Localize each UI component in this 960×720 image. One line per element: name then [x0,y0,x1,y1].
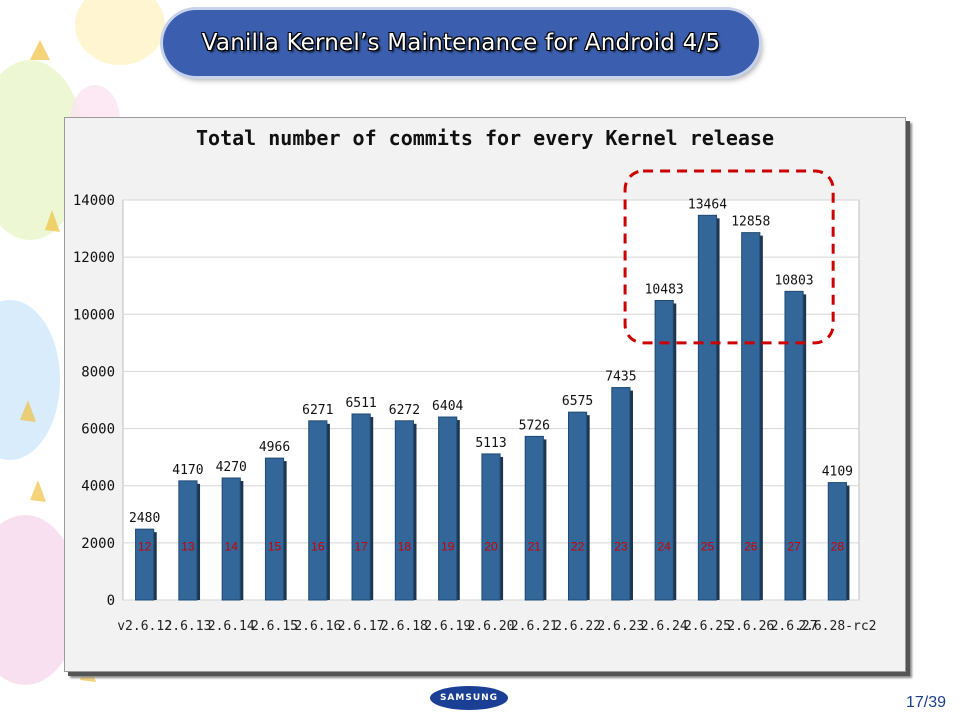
version-overlay-label: 21 [528,540,542,554]
bar-value-label: 4270 [216,460,247,475]
bar-value-label: 13464 [688,197,727,212]
bar [221,477,241,601]
x-tick-label: 2.6.23 [597,619,644,634]
bar-value-label: 5726 [519,418,550,433]
commits-bar-chart: 0 2000 4000 6000 8000 10000 12000 14000 2480 v2.6… [73,169,876,634]
bar [178,480,198,601]
bar [741,232,761,601]
bar-value-label: 12858 [731,215,770,230]
bar [264,457,285,601]
version-overlay-label: 14 [225,540,239,554]
bar [524,435,544,601]
bar-value-label: 5113 [475,436,506,451]
y-tick-label: 12000 [73,250,115,266]
y-tick-label: 14000 [73,193,115,209]
x-tick-label: 2.6.22 [554,619,601,634]
chart-frame: Total number of commits for every Kernel… [64,117,906,672]
bar-value-label: 6575 [562,394,593,409]
y-tick-label: 0 [107,593,115,609]
version-overlay-label: 19 [441,540,455,554]
x-tick-label: 2.6.18 [381,619,428,634]
x-tick-label: 2.6.14 [208,619,255,634]
bar-value-label: 6272 [389,403,420,418]
version-overlay-label: 18 [398,540,412,554]
x-tick-label: 2.6.19 [424,619,471,634]
chart-title: Total number of commits for every Kernel… [196,126,774,150]
samsung-logo: SAMSUNG [430,686,508,710]
x-tick-label: 2.6.26 [727,619,774,634]
bar-value-label: 6404 [432,399,463,414]
bar [697,214,718,601]
bar [308,420,328,601]
version-overlay-label: 13 [181,540,195,554]
bar [567,411,588,601]
version-overlay-label: 25 [701,540,715,554]
x-tick-label: 2.6.20 [468,619,515,634]
bar-value-label: 6271 [302,403,333,418]
bar-value-label: 10483 [645,282,684,297]
version-overlay-label: 17 [354,540,368,554]
bar [438,416,458,601]
y-tick-label: 6000 [81,422,115,438]
page-number: 17/39 [905,694,946,711]
bar [135,528,155,601]
version-overlay-label: 22 [571,540,585,554]
bar-value-label: 2480 [129,511,160,526]
bar-value-label: 7435 [605,370,636,385]
bar-value-label: 6511 [345,396,376,411]
y-tick-label: 8000 [81,364,115,380]
x-tick-label: 2.6.15 [251,619,298,634]
version-overlay-label: 16 [311,540,325,554]
version-overlay-label: 27 [787,540,801,554]
x-tick-label: 2.6.21 [511,619,558,634]
version-overlay-label: 26 [744,540,758,554]
x-tick-label: 2.6.25 [684,619,731,634]
version-overlay-label: 15 [268,540,282,554]
y-tick-label: 2000 [81,536,115,552]
y-tick-label: 4000 [81,479,115,495]
version-overlay-label: 28 [831,540,845,554]
x-tick-label: 2.6.17 [338,619,385,634]
bar-value-label: 4170 [172,463,203,478]
x-tick-label: 2.6.16 [294,619,341,634]
logo-text: SAMSUNG [439,693,499,703]
bar [394,420,415,601]
x-tick-label: 2.6.24 [641,619,688,634]
bar-value-label: 10803 [774,273,813,288]
x-tick-label: 2.6.28-rc2 [798,619,876,634]
version-overlay-label: 23 [614,540,628,554]
bar [654,299,674,601]
version-overlay-label: 12 [138,540,152,554]
bar-value-label: 4966 [259,440,290,455]
version-overlay-label: 20 [484,540,498,554]
y-tick-label: 10000 [73,307,115,323]
bar [611,387,631,601]
bar [827,482,847,601]
bar [784,290,804,601]
bar-value-label: 4109 [822,465,853,480]
bar [481,453,501,601]
peak-highlight-box [623,169,835,345]
x-tick-label: 2.6.27 [771,619,818,634]
slide-title-banner: Vanilla Kernel’s Maintenance for Android… [163,10,759,76]
slide-title: Vanilla Kernel’s Maintenance for Android… [201,30,721,56]
x-tick-label: 2.6.13 [164,619,211,634]
x-tick-label: v2.6.12 [117,619,172,634]
bar [351,413,371,601]
version-overlay-label: 24 [657,540,671,554]
